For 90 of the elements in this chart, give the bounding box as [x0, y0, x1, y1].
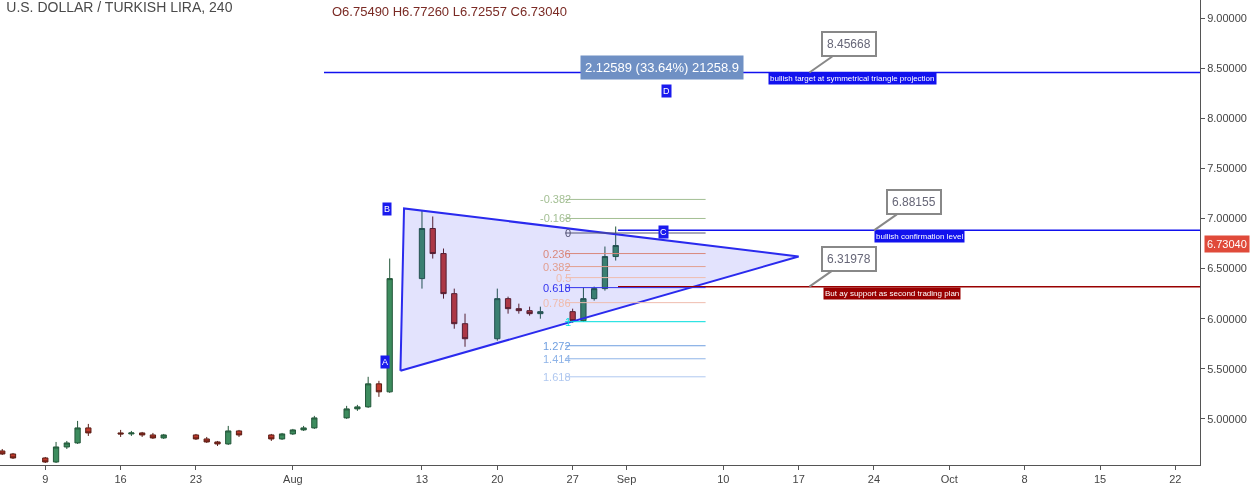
candlestick	[537, 306, 544, 320]
x-tick-label: 23	[189, 473, 203, 486]
candlestick	[63, 440, 70, 450]
annotation: 6.88155	[892, 195, 936, 209]
candlestick	[515, 303, 522, 315]
y-tick-label: 7.50000	[1207, 162, 1247, 175]
x-tick-label: 10	[717, 473, 730, 486]
candlestick	[375, 380, 383, 398]
annotation: B	[384, 204, 391, 214]
candlestick	[139, 431, 146, 438]
x-tick-label: Oct	[940, 473, 958, 486]
candlestick	[0, 448, 6, 456]
y-tick-label: 6.50000	[1207, 262, 1247, 275]
candlestick	[440, 248, 447, 300]
candlestick	[52, 441, 60, 464]
ref-line-label: bullish target at symmetrical triangle projection	[770, 74, 935, 83]
candlestick	[128, 430, 135, 437]
candlestick	[9, 452, 17, 460]
chart-subtitle: O6.75490 H6.77260 L6.72557 C6.73040	[332, 4, 567, 19]
y-tick-label: 5.50000	[1207, 362, 1247, 375]
candlestick	[85, 423, 92, 437]
candlestick	[612, 225, 619, 262]
candlestick	[504, 296, 512, 315]
y-tick-label: 9.00000	[1207, 11, 1247, 24]
candlestick	[354, 404, 361, 412]
candlestick	[311, 415, 318, 430]
y-tick-label: 7.00000	[1207, 212, 1247, 225]
annotation: 0	[565, 227, 572, 239]
candlestick	[42, 456, 49, 464]
annotation: A	[382, 357, 389, 367]
annotation: 0.382	[543, 261, 571, 273]
candlestick	[526, 306, 533, 317]
x-tick-label: 16	[114, 473, 127, 486]
annotation: 1.272	[543, 340, 571, 352]
candlestick	[494, 288, 501, 342]
candlestick	[601, 246, 609, 292]
x-tick-label: 17	[792, 473, 805, 486]
annotation: -0.168	[540, 212, 572, 224]
ref-line-label: bullish confirmation level	[876, 232, 964, 241]
y-tick-label: 8.50000	[1207, 62, 1247, 74]
candlestick	[149, 432, 157, 440]
chart-title: U.S. DOLLAR / TURKISH LIRA, 240	[6, 0, 233, 16]
annotation: 0.236	[543, 248, 571, 260]
candlestick	[429, 215, 436, 260]
x-tick-label: 8	[1021, 473, 1028, 486]
annotation: D	[663, 86, 670, 96]
candlestick	[300, 425, 307, 432]
candlestick	[278, 432, 286, 441]
y-tick-label: 8.00000	[1207, 112, 1247, 125]
annotation: 0.5	[556, 272, 572, 284]
annotation: C	[660, 227, 667, 237]
candlestick	[343, 405, 350, 420]
candlestick	[591, 286, 598, 302]
annotation: 2.12589 (33.64%) 21258.9	[585, 60, 739, 75]
y-tick-label: 6.00000	[1207, 312, 1247, 325]
annotation: 8.45668	[827, 37, 871, 51]
x-tick-label: Aug	[283, 473, 303, 486]
candlestick	[160, 433, 167, 440]
candlestick	[203, 436, 210, 444]
x-tick-label: 13	[415, 473, 429, 486]
candlestick	[235, 429, 243, 438]
candlestick	[386, 258, 393, 394]
x-tick-label: 20	[491, 473, 504, 486]
candlestick	[117, 429, 124, 438]
candlestick	[214, 440, 221, 447]
text: 6.73040	[1207, 238, 1247, 250]
x-tick-label: 22	[1169, 473, 1182, 486]
x-tick-label: 15	[1093, 473, 1107, 486]
candlestick	[365, 376, 372, 409]
annotation: 0.786	[543, 297, 571, 309]
candlestick	[225, 425, 232, 446]
x-tick-label: 24	[867, 473, 881, 486]
x-tick-label: Sep	[616, 473, 637, 486]
candlestick	[74, 420, 81, 445]
annotation: 0.618	[543, 282, 571, 294]
candlestick	[268, 433, 275, 442]
y-tick-label: 5.00000	[1207, 412, 1247, 425]
candlestick	[451, 288, 458, 330]
annotation: -0.382	[540, 193, 572, 205]
annotation: 1.414	[543, 353, 571, 365]
candlestick	[192, 433, 200, 441]
ref-line-label: But ay support as second trading plan	[825, 289, 960, 298]
x-tick-label: 27	[566, 473, 579, 486]
annotation: 1.618	[543, 371, 571, 383]
annotation: 1	[565, 316, 572, 328]
annotation: 6.31978	[827, 252, 871, 266]
candlestick	[418, 209, 426, 290]
candlestick	[289, 428, 296, 436]
candlestick	[569, 308, 576, 324]
x-tick-label: 9	[42, 473, 49, 486]
